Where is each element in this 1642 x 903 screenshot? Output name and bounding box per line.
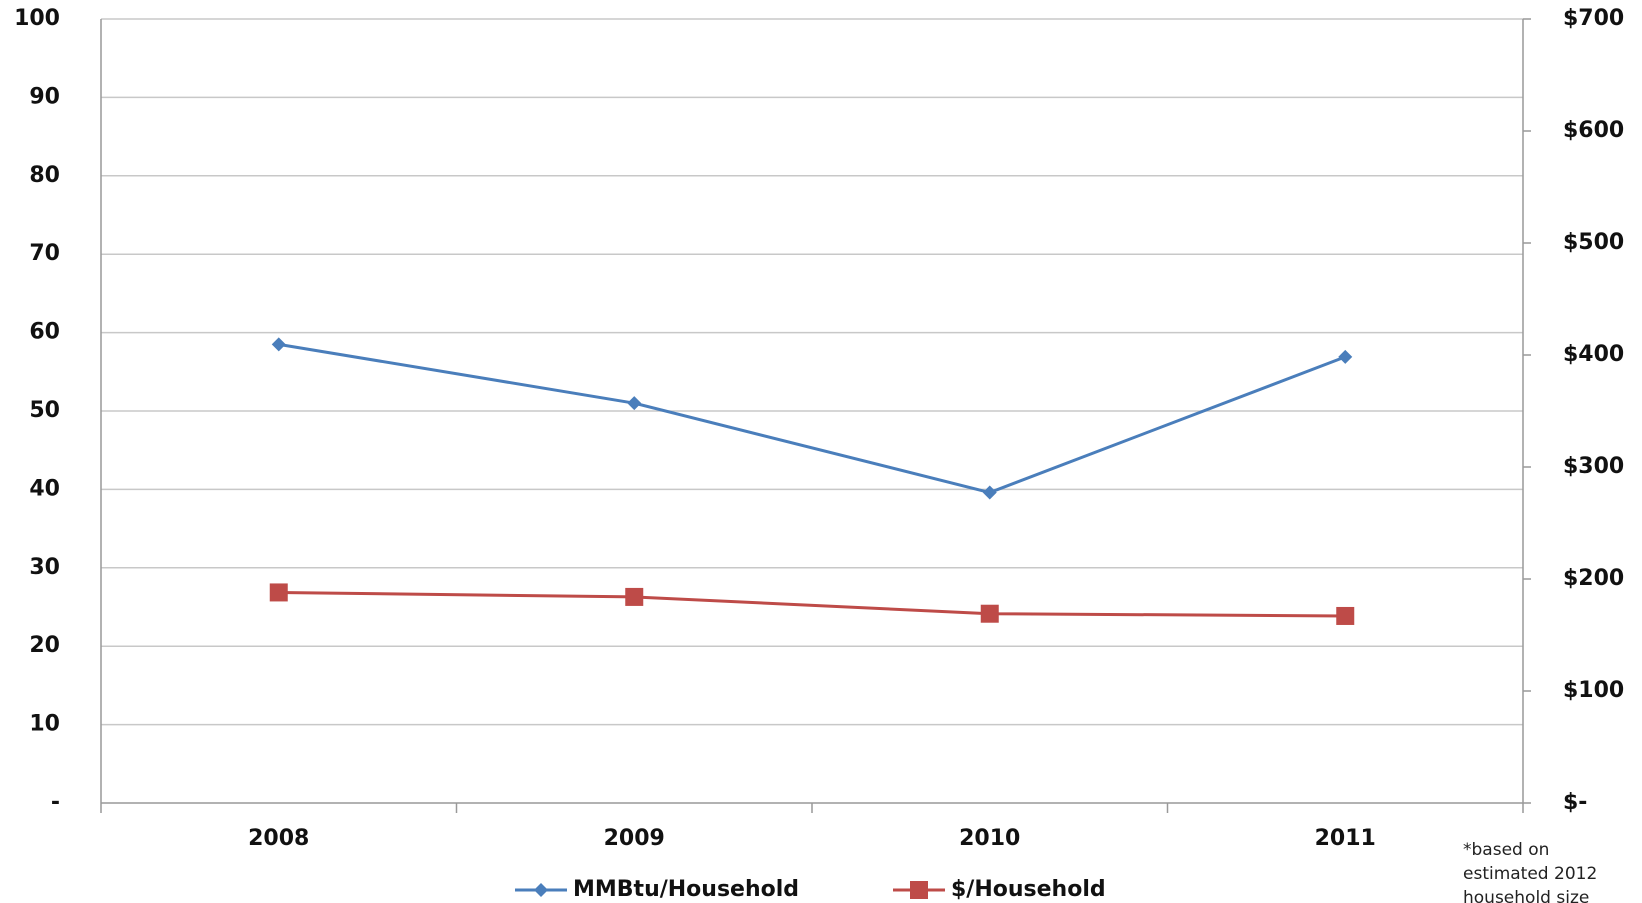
y-tick-label: 60 [29,320,60,345]
y-tick-label: 90 [29,84,60,109]
series-line [278,342,1346,495]
y2-tick-label: $200 [1563,566,1624,591]
marker [269,583,288,602]
y2-tick-label: $500 [1563,230,1624,255]
marker [271,337,286,352]
marker [910,881,928,899]
y-tick-label: 100 [14,6,60,31]
y-tick-label: 40 [29,476,60,501]
footnote: *based on estimated 2012 household size [1463,840,1598,903]
x-tick-label: 2009 [604,826,665,851]
y2-tick-label: $700 [1563,6,1624,31]
y2-tick-label: $400 [1563,342,1624,367]
y-tick-label: 20 [29,633,60,658]
y2-tick-label: $100 [1563,678,1624,703]
marker [625,587,644,606]
y-tick-label: 30 [29,555,60,580]
marker [980,604,999,623]
x-tick-label: 2011 [1315,826,1376,851]
marker [982,485,997,500]
y-tick-label: - [51,790,60,815]
y-tick-label: 70 [29,241,60,266]
legend-label: $/Household [951,877,1106,902]
y-tick-label: 80 [29,163,60,188]
marker [534,883,548,897]
x-tick-label: 2008 [248,826,309,851]
y-tick-label: 10 [29,712,60,737]
y2-tick-label: $- [1563,790,1587,815]
legend-label: MMBtu/Household [573,877,799,902]
marker [1336,606,1355,625]
x-tick-label: 2010 [959,826,1020,851]
marker [627,396,642,411]
marker [1338,349,1353,364]
series-line [278,590,1346,618]
y2-tick-label: $600 [1563,118,1624,143]
y2-tick-label: $300 [1563,454,1624,479]
y-tick-label: 50 [29,398,60,423]
